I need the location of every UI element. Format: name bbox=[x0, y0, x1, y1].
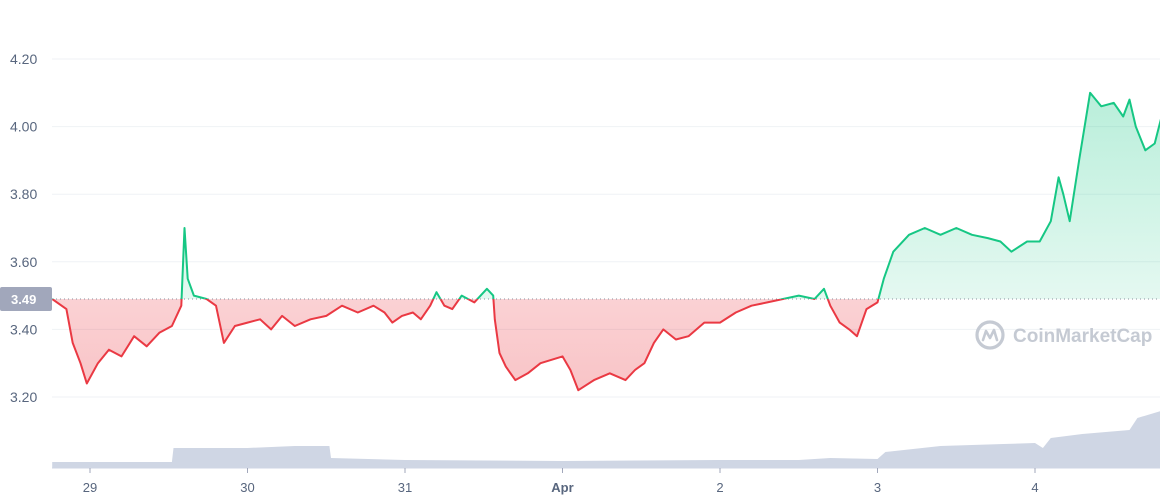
reference-badge-label: 3.49 bbox=[11, 292, 36, 307]
y-tick-label: 3.80 bbox=[10, 186, 37, 202]
coinmarketcap-logo-icon bbox=[975, 320, 1005, 350]
price-fill-above bbox=[181, 92, 1160, 299]
x-tick-label: Apr bbox=[551, 480, 573, 495]
price-fill bbox=[52, 92, 1160, 391]
price-line-up bbox=[52, 91, 1160, 299]
volume-area-shape bbox=[52, 411, 1160, 468]
y-tick-label: 4.00 bbox=[10, 119, 37, 135]
x-tick-label: 4 bbox=[1031, 480, 1038, 495]
watermark: CoinMarketCap bbox=[975, 320, 1152, 350]
x-axis: 29 30 31 Apr 2 3 4 bbox=[52, 467, 1160, 495]
x-tick-label: 30 bbox=[240, 480, 254, 495]
x-tick-label: 3 bbox=[874, 480, 881, 495]
watermark-text: CoinMarketCap bbox=[1013, 326, 1152, 347]
price-fill-below bbox=[52, 298, 1160, 391]
y-tick-label: 4.20 bbox=[10, 51, 37, 67]
price-line bbox=[51, 91, 1160, 392]
x-tick-label: 2 bbox=[716, 480, 723, 495]
y-axis: 4.20 4.00 3.80 3.60 3.40 3.20 bbox=[10, 51, 37, 405]
y-tick-label: 3.20 bbox=[10, 389, 37, 405]
price-line-down bbox=[51, 298, 880, 392]
x-tick-label: 29 bbox=[83, 480, 97, 495]
reference-badge-bg bbox=[0, 286, 52, 311]
y-tick-label: 3.40 bbox=[10, 321, 37, 337]
x-tick-label: 31 bbox=[398, 480, 412, 495]
reference-badge: 3.49 bbox=[0, 286, 52, 311]
volume-area bbox=[52, 411, 1160, 468]
y-tick-label: 3.60 bbox=[10, 254, 37, 270]
